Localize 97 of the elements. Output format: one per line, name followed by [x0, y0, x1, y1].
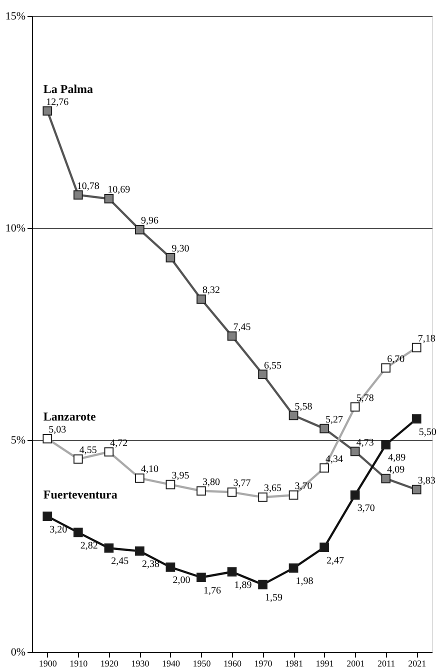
- point: [196, 572, 206, 582]
- series-label: Lanzarote: [43, 410, 96, 424]
- data-label: 4,55: [79, 445, 97, 456]
- data-label: 4,09: [387, 464, 405, 476]
- data-label: 3,95: [172, 470, 190, 482]
- point: [135, 546, 144, 556]
- data-label: 1,98: [296, 576, 314, 588]
- point: [166, 252, 176, 262]
- data-label: 5,27: [326, 414, 344, 426]
- x-tick-label: 1930: [131, 658, 150, 668]
- x-tick-label: 2001: [346, 658, 365, 668]
- point: [135, 473, 144, 483]
- point: [42, 512, 52, 522]
- x-tick-label: 1940: [162, 658, 180, 668]
- point: [42, 434, 52, 444]
- data-label: 5,50: [418, 426, 436, 438]
- data-label: 3,83: [418, 476, 436, 487]
- x-tick-label: 2011: [378, 658, 396, 668]
- y-tick-label: 0%: [10, 646, 26, 658]
- point: [258, 370, 268, 379]
- x-tick-label: 1981: [285, 658, 304, 668]
- data-label: 5,03: [48, 424, 66, 436]
- data-label: 4,72: [110, 438, 128, 449]
- y-tick-label: 10%: [5, 222, 26, 234]
- point: [320, 463, 329, 473]
- data-label: 10,69: [108, 184, 130, 196]
- point: [166, 480, 176, 490]
- x-tick-label: 1991: [316, 658, 334, 668]
- point: [196, 486, 206, 496]
- x-tick-label: 1970: [254, 658, 273, 668]
- point: [412, 342, 422, 352]
- point: [412, 414, 422, 424]
- data-label: 2,82: [80, 540, 98, 552]
- data-label: 10,78: [76, 180, 100, 192]
- x-tick-label: 2021: [408, 658, 426, 668]
- data-label: 3,70: [294, 481, 312, 492]
- point: [258, 580, 268, 590]
- data-label: 9,30: [172, 244, 190, 255]
- point: [42, 106, 52, 116]
- y-tick-label: 5%: [10, 434, 26, 446]
- data-label: 1,59: [265, 592, 283, 604]
- point: [320, 542, 329, 552]
- x-tick-label: 1960: [224, 658, 242, 668]
- data-label: 5,58: [294, 401, 312, 412]
- data-label: 6,70: [387, 354, 405, 365]
- point: [288, 563, 298, 573]
- point: [73, 190, 83, 200]
- data-label: 3,65: [264, 483, 282, 494]
- point: [196, 294, 206, 304]
- point: [320, 424, 329, 434]
- x-tick-label: 1910: [70, 658, 88, 668]
- data-label: 7,45: [233, 322, 251, 334]
- data-label: 4,10: [140, 464, 158, 476]
- x-tick-label: 1920: [100, 658, 119, 668]
- data-label: 3,80: [202, 476, 220, 488]
- point: [135, 225, 144, 234]
- data-label: 1,89: [234, 580, 252, 591]
- data-label: 2,47: [326, 555, 344, 566]
- data-label: 2,38: [142, 559, 160, 570]
- point: [381, 474, 391, 484]
- point: [350, 490, 360, 500]
- point: [104, 194, 114, 204]
- data-label: 12,76: [46, 96, 69, 108]
- series-label: Fuerteventura: [43, 487, 118, 502]
- data-label: 3,20: [50, 524, 68, 536]
- point: [350, 446, 360, 456]
- data-label: 5,78: [356, 392, 374, 404]
- data-label: 1,76: [203, 585, 221, 596]
- data-label: 2,00: [172, 575, 190, 586]
- point: [227, 331, 237, 341]
- series-label: La Palma: [43, 82, 94, 96]
- point: [104, 447, 114, 457]
- data-label: 8,32: [202, 285, 220, 296]
- point: [381, 440, 391, 450]
- data-label: 3,70: [357, 503, 375, 514]
- point: [258, 492, 268, 502]
- data-label: 7,18: [418, 334, 436, 345]
- data-label: 9,96: [140, 216, 158, 227]
- point: [288, 410, 298, 420]
- x-tick-label: 1950: [192, 658, 212, 668]
- point: [350, 402, 360, 412]
- point: [412, 484, 422, 494]
- data-label: 2,45: [111, 556, 129, 568]
- point: [288, 490, 298, 500]
- point: [73, 528, 83, 538]
- point: [104, 543, 114, 553]
- point: [227, 567, 237, 577]
- data-label: 3,77: [233, 478, 251, 490]
- point: [227, 487, 237, 497]
- x-tick-label: 1900: [38, 658, 58, 668]
- data-label: 4,34: [326, 454, 344, 465]
- y-tick-label: 15%: [5, 10, 26, 22]
- data-label: 6,55: [264, 360, 282, 372]
- point: [73, 454, 83, 464]
- point: [166, 562, 176, 572]
- data-label: 4,89: [388, 452, 406, 464]
- point: [381, 363, 391, 373]
